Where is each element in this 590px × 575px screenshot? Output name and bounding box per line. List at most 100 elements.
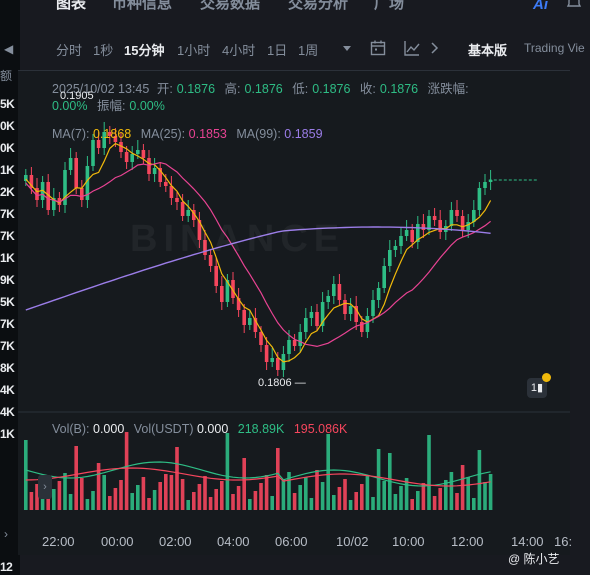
volume-bar (276, 448, 280, 510)
author-credit: @ 陈小艺 (508, 552, 560, 566)
candle (354, 306, 358, 322)
calendar-icon[interactable] (369, 39, 387, 57)
volume-bar (320, 482, 325, 510)
candle (208, 255, 213, 266)
high-label: 高: (224, 82, 241, 96)
volume-bar (113, 488, 118, 510)
candle (460, 216, 465, 230)
volume-bar (444, 480, 448, 510)
interval-1s[interactable]: 1秒 (93, 43, 114, 58)
interval-15m[interactable]: 15分钟 (124, 43, 165, 58)
low-value: 0.1876 (312, 82, 351, 96)
volume-bar (371, 497, 375, 510)
volume-bar (180, 479, 185, 510)
candle (320, 302, 325, 326)
ma7-label: MA(7): (52, 127, 90, 141)
volume-bar (432, 496, 437, 510)
interval-1d[interactable]: 1日 (267, 43, 288, 58)
chevron-right-icon[interactable]: › (4, 527, 8, 541)
candle (141, 150, 146, 158)
dropdown-arrow-icon[interactable] (338, 39, 356, 57)
bell-icon[interactable] (566, 0, 582, 10)
collapse-arrow-icon[interactable]: ◀ (4, 42, 14, 56)
candle (477, 188, 482, 210)
top-tab-bar: 图表 币种信息 交易数据 交易分析 广场 Ai (20, 0, 590, 20)
candle (46, 182, 50, 210)
candle (236, 298, 241, 310)
tab-square[interactable]: 广场 (374, 0, 405, 12)
volume-bar (488, 474, 493, 510)
amount-value: 5K (0, 97, 15, 111)
basic-view-button[interactable]: 基本版 (468, 43, 508, 58)
volume-bar (460, 465, 465, 510)
annotation-button[interactable]: 1▮ (527, 378, 547, 398)
ai-button[interactable]: Ai (533, 0, 548, 13)
ma-legend: MA(7): 0.1868 MA(25): 0.1853 MA(99): 0.1… (52, 127, 329, 141)
candle (427, 216, 431, 230)
candle (108, 132, 112, 136)
expand-left-button[interactable]: › (38, 475, 52, 499)
chevron-right-icon[interactable] (426, 39, 444, 57)
candle (421, 224, 426, 230)
volume-bar (91, 491, 95, 510)
volume-bar (214, 489, 218, 510)
candle (180, 202, 185, 216)
vol-ma1-value: 218.89K (237, 422, 285, 436)
candle (276, 358, 280, 370)
interval-4h[interactable]: 4小时 (222, 43, 256, 58)
volume-bar (410, 499, 414, 510)
candle (192, 210, 196, 220)
volume-bar (337, 487, 342, 510)
time-label: 22:00 (42, 534, 75, 549)
close-label: 收: (359, 82, 376, 96)
volume-bar (108, 496, 112, 510)
candle (298, 332, 302, 346)
interval-1h[interactable]: 1小时 (177, 43, 211, 58)
volume-bar (248, 499, 252, 510)
candle (253, 318, 258, 332)
candle (259, 332, 263, 345)
volume-bar (449, 472, 454, 510)
indicator-icon[interactable] (403, 39, 421, 57)
volume-bar (147, 498, 151, 510)
candle (404, 230, 409, 236)
volume-bar (376, 449, 381, 510)
volume-bar (52, 489, 56, 510)
tab-chart[interactable]: 图表 (56, 0, 87, 12)
tab-trading-data[interactable]: 交易数据 (200, 0, 261, 12)
candle (410, 230, 414, 242)
interval-time[interactable]: 分时 (56, 43, 83, 58)
candle (388, 250, 392, 266)
interval-1w[interactable]: 1周 (298, 43, 319, 58)
candle (399, 236, 403, 246)
volume-bar (96, 463, 101, 510)
volume-bar (85, 499, 90, 510)
interval-toolbar: 分时 1秒 15分钟 1小时 4小时 1日 1周 基本版 Trading Vie (20, 36, 590, 60)
volume-bar (270, 496, 274, 510)
candle (214, 266, 218, 286)
volume-bar (292, 493, 297, 510)
ohlc-legend: 2025/10/02 13:45 开: 0.1876 高: 0.1876 低: 0.1… (52, 81, 552, 115)
time-label: 14:00 (511, 534, 544, 549)
candle (393, 246, 398, 250)
candle (175, 198, 179, 202)
candle (371, 300, 375, 316)
candle (304, 318, 308, 332)
tradingview-button[interactable]: Trading Vie (524, 41, 585, 55)
amount-value: 1K (0, 251, 15, 265)
low-price-text: 0.1806 (258, 377, 292, 389)
amount-column-header: 额 (0, 69, 13, 83)
volume-bar (348, 500, 353, 510)
candle (292, 340, 297, 346)
candle (113, 136, 118, 142)
candle (416, 224, 420, 242)
low-label: 低: (292, 82, 309, 96)
candle (136, 150, 140, 154)
tab-coin-info[interactable]: 币种信息 (112, 0, 173, 12)
volume-bar (29, 492, 34, 510)
vol-usdt-label: Vol(USDT) (133, 422, 194, 436)
candle (130, 154, 134, 162)
tab-trading-analysis[interactable]: 交易分析 (288, 0, 349, 12)
volume-bar (304, 477, 308, 510)
ohlc-date: 2025/10/02 13:45 (52, 82, 150, 96)
